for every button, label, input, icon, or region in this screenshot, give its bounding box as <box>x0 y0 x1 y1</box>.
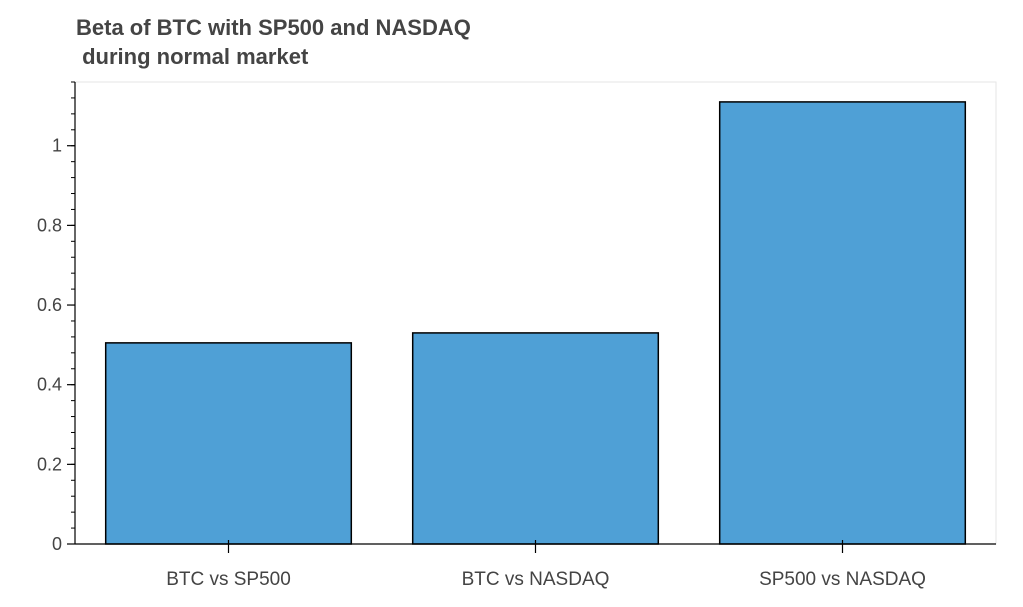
bar-0 <box>104 342 353 545</box>
x-tick-label-2: SP500 vs NASDAQ <box>759 569 926 590</box>
bars-group <box>104 101 967 545</box>
x-tick-label-0: BTC vs SP500 <box>166 569 291 590</box>
y-tick-label-1: 0.2 <box>37 454 62 474</box>
y-tick-label-0: 0 <box>52 534 62 554</box>
x-tick-label-1: BTC vs NASDAQ <box>462 569 610 590</box>
bar-2 <box>718 101 967 545</box>
y-axis: 0 0.2 0.4 0.6 0.8 1 <box>37 81 76 554</box>
bar-1 <box>411 332 660 545</box>
x-axis: BTC vs SP500 BTC vs NASDAQ SP500 vs NASDAQ <box>75 540 996 590</box>
y-tick-label-3: 0.6 <box>37 295 62 315</box>
y-tick-label-5: 1 <box>52 136 62 156</box>
chart-title: Beta of BTC with SP500 and NASDAQ during… <box>76 15 471 69</box>
y-tick-label-2: 0.4 <box>37 375 62 395</box>
y-tick-label-4: 0.8 <box>37 215 62 235</box>
